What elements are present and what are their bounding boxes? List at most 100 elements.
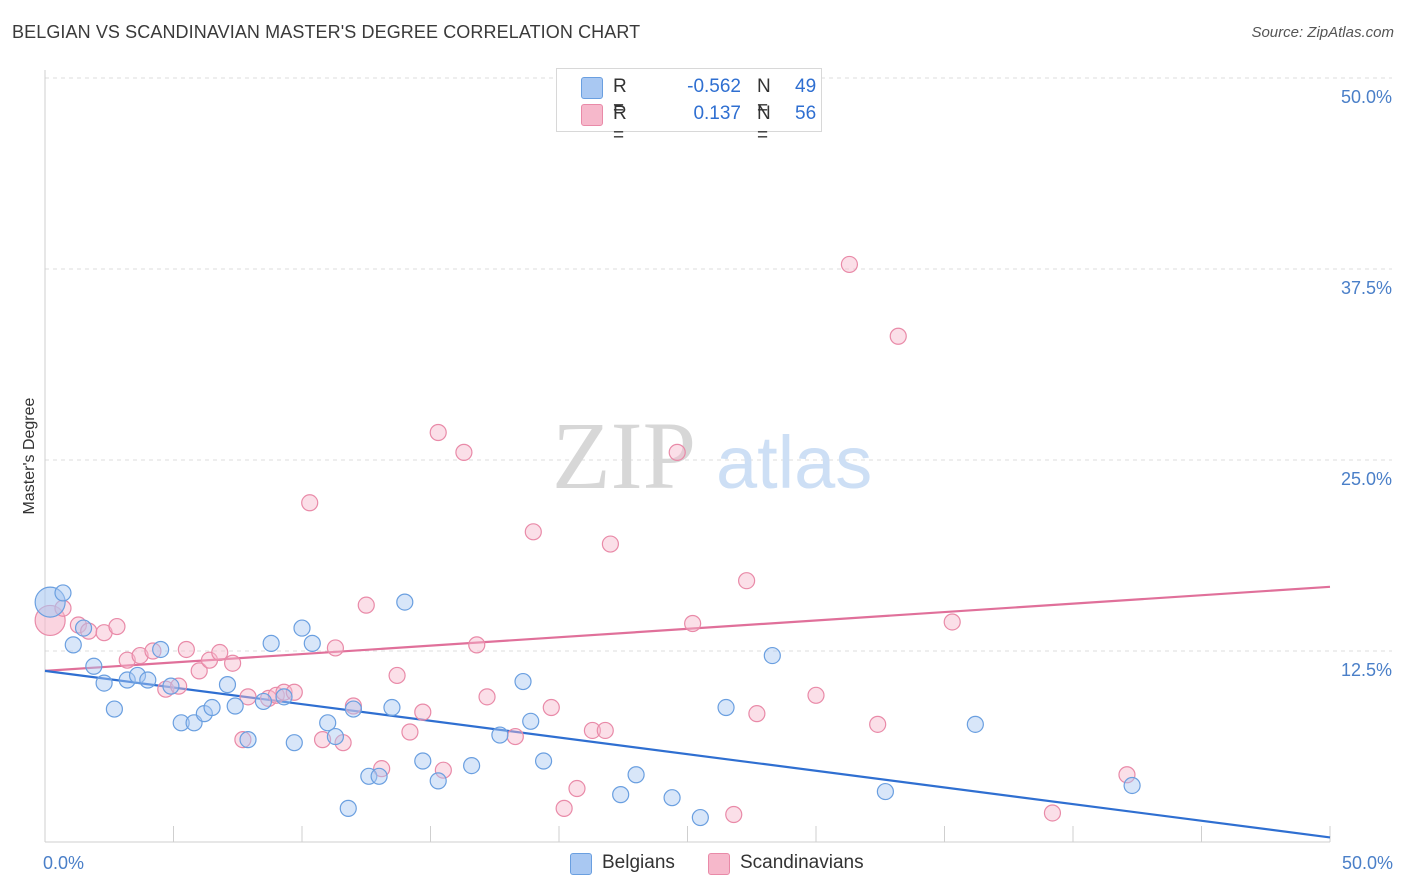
scandinavians-point: [131, 646, 149, 665]
scandinavians-point: [434, 761, 452, 779]
belgians-point: [303, 634, 321, 652]
scandinavians-point: [478, 688, 496, 706]
scandinavians-point: [211, 643, 229, 662]
n-label: N =: [757, 76, 771, 119]
correlation-legend: R = -0.562 N = 49 R = 0.137 N = 56: [556, 68, 822, 146]
n-value: 49: [795, 76, 817, 97]
belgians-point: [319, 714, 337, 732]
chart-title: BELGIAN VS SCANDINAVIAN MASTER'S DEGREE …: [12, 22, 641, 42]
belgians-points: [34, 584, 1141, 827]
belgians-point: [691, 808, 709, 827]
pink-swatch: [581, 104, 603, 126]
belgians-point: [254, 692, 273, 711]
scandinavians-point: [524, 523, 542, 541]
belgians-point: [876, 782, 894, 801]
belgians-point: [95, 674, 113, 692]
x-tick-label: 0.0%: [43, 853, 84, 873]
scandinavians-point: [869, 715, 887, 733]
scandinavians-point: [725, 805, 743, 824]
y-axis-label: Master's Degree: [21, 397, 38, 514]
scandinavians-point: [301, 494, 319, 512]
legend-label-belgians: Belgians: [602, 852, 675, 873]
belgians-point: [203, 698, 221, 717]
scandinavians-point: [455, 443, 473, 461]
belgians-trend-line: [44, 669, 1331, 839]
scandinavians-point: [429, 423, 447, 442]
belgians-point: [139, 671, 157, 689]
scandinavians-point: [668, 443, 686, 461]
scandinavians-point: [401, 723, 419, 741]
r-value: 0.137: [693, 103, 741, 124]
belgians-point: [128, 666, 147, 685]
n-label: N =: [757, 103, 771, 146]
belgians-point: [534, 752, 553, 770]
belgians-point: [1123, 776, 1141, 795]
legend-label-scandinavians: Scandinavians: [740, 852, 864, 873]
scandinavians-point: [118, 651, 136, 669]
scandinavians-points: [34, 255, 1136, 824]
scandinavians-point: [234, 731, 252, 749]
scandinavians-point: [468, 636, 486, 654]
belgians-point: [514, 672, 532, 691]
r-label: R =: [613, 103, 627, 146]
y-tick-label: 37.5%: [1341, 278, 1392, 298]
belgians-point: [522, 712, 540, 730]
belgians-point: [262, 634, 280, 652]
belgians-point: [275, 688, 293, 706]
scandinavians-point: [568, 779, 586, 798]
scandinavians-point: [69, 616, 88, 634]
scandinavians-point: [889, 327, 907, 345]
belgians-point: [64, 636, 82, 654]
watermark-zip: ZIP: [552, 402, 696, 509]
belgians-point: [763, 646, 781, 665]
belgians-point: [326, 727, 345, 746]
source-label: Source: ZipAtlas.com: [1251, 24, 1394, 41]
scandinavians-point: [224, 654, 242, 672]
scandinavians-point: [313, 731, 332, 749]
scandinavians-point: [601, 535, 620, 553]
belgians-point: [612, 786, 630, 804]
belgians-point: [34, 586, 66, 618]
watermark: ZIP atlas: [552, 402, 872, 509]
scandinavians-point: [738, 572, 756, 590]
belgians-point: [118, 671, 136, 689]
x-tick-label: 50.0%: [1342, 853, 1393, 873]
tick-labels: 12.5% 25.0% 37.5% 50.0% 0.0% 50.0%: [43, 87, 1393, 873]
scandinavians-point: [388, 666, 406, 685]
belgians-point: [85, 657, 103, 675]
scandinavians-point: [177, 640, 195, 659]
belgians-point: [239, 731, 257, 749]
scandinavians-point: [684, 614, 702, 633]
belgians-point: [162, 677, 180, 695]
belgians-point: [717, 698, 735, 717]
scandinavians-point: [285, 683, 303, 701]
scandinavians-point: [1043, 804, 1062, 822]
belgians-point: [491, 726, 509, 744]
n-value: 56: [795, 103, 817, 124]
belgians-point: [429, 772, 447, 790]
belgians-point: [383, 698, 401, 717]
scandinavians-point: [840, 255, 859, 274]
y-tick-label: 25.0%: [1341, 469, 1392, 489]
scandinavians-point: [555, 799, 573, 817]
scandinavians-point: [943, 613, 961, 631]
scandinavians-point: [1118, 766, 1136, 784]
belgians-point: [152, 640, 170, 659]
watermark-atlas: atlas: [716, 421, 872, 504]
belgians-point: [54, 584, 72, 602]
scandinavians-point: [506, 727, 524, 746]
scandinavians-point: [190, 662, 208, 680]
pink-swatch: [708, 853, 730, 875]
scandinavians-point: [357, 596, 375, 614]
y-tick-label: 50.0%: [1341, 87, 1392, 107]
scandinavians-point: [239, 688, 257, 706]
scandinavians-point: [108, 617, 126, 636]
r-label: R =: [613, 76, 627, 119]
scandinavians-point: [326, 639, 345, 657]
belgians-point: [339, 799, 357, 817]
axes: [44, 70, 1331, 843]
belgians-point: [285, 734, 303, 752]
belgians-point: [74, 619, 93, 637]
belgians-point: [663, 789, 681, 807]
